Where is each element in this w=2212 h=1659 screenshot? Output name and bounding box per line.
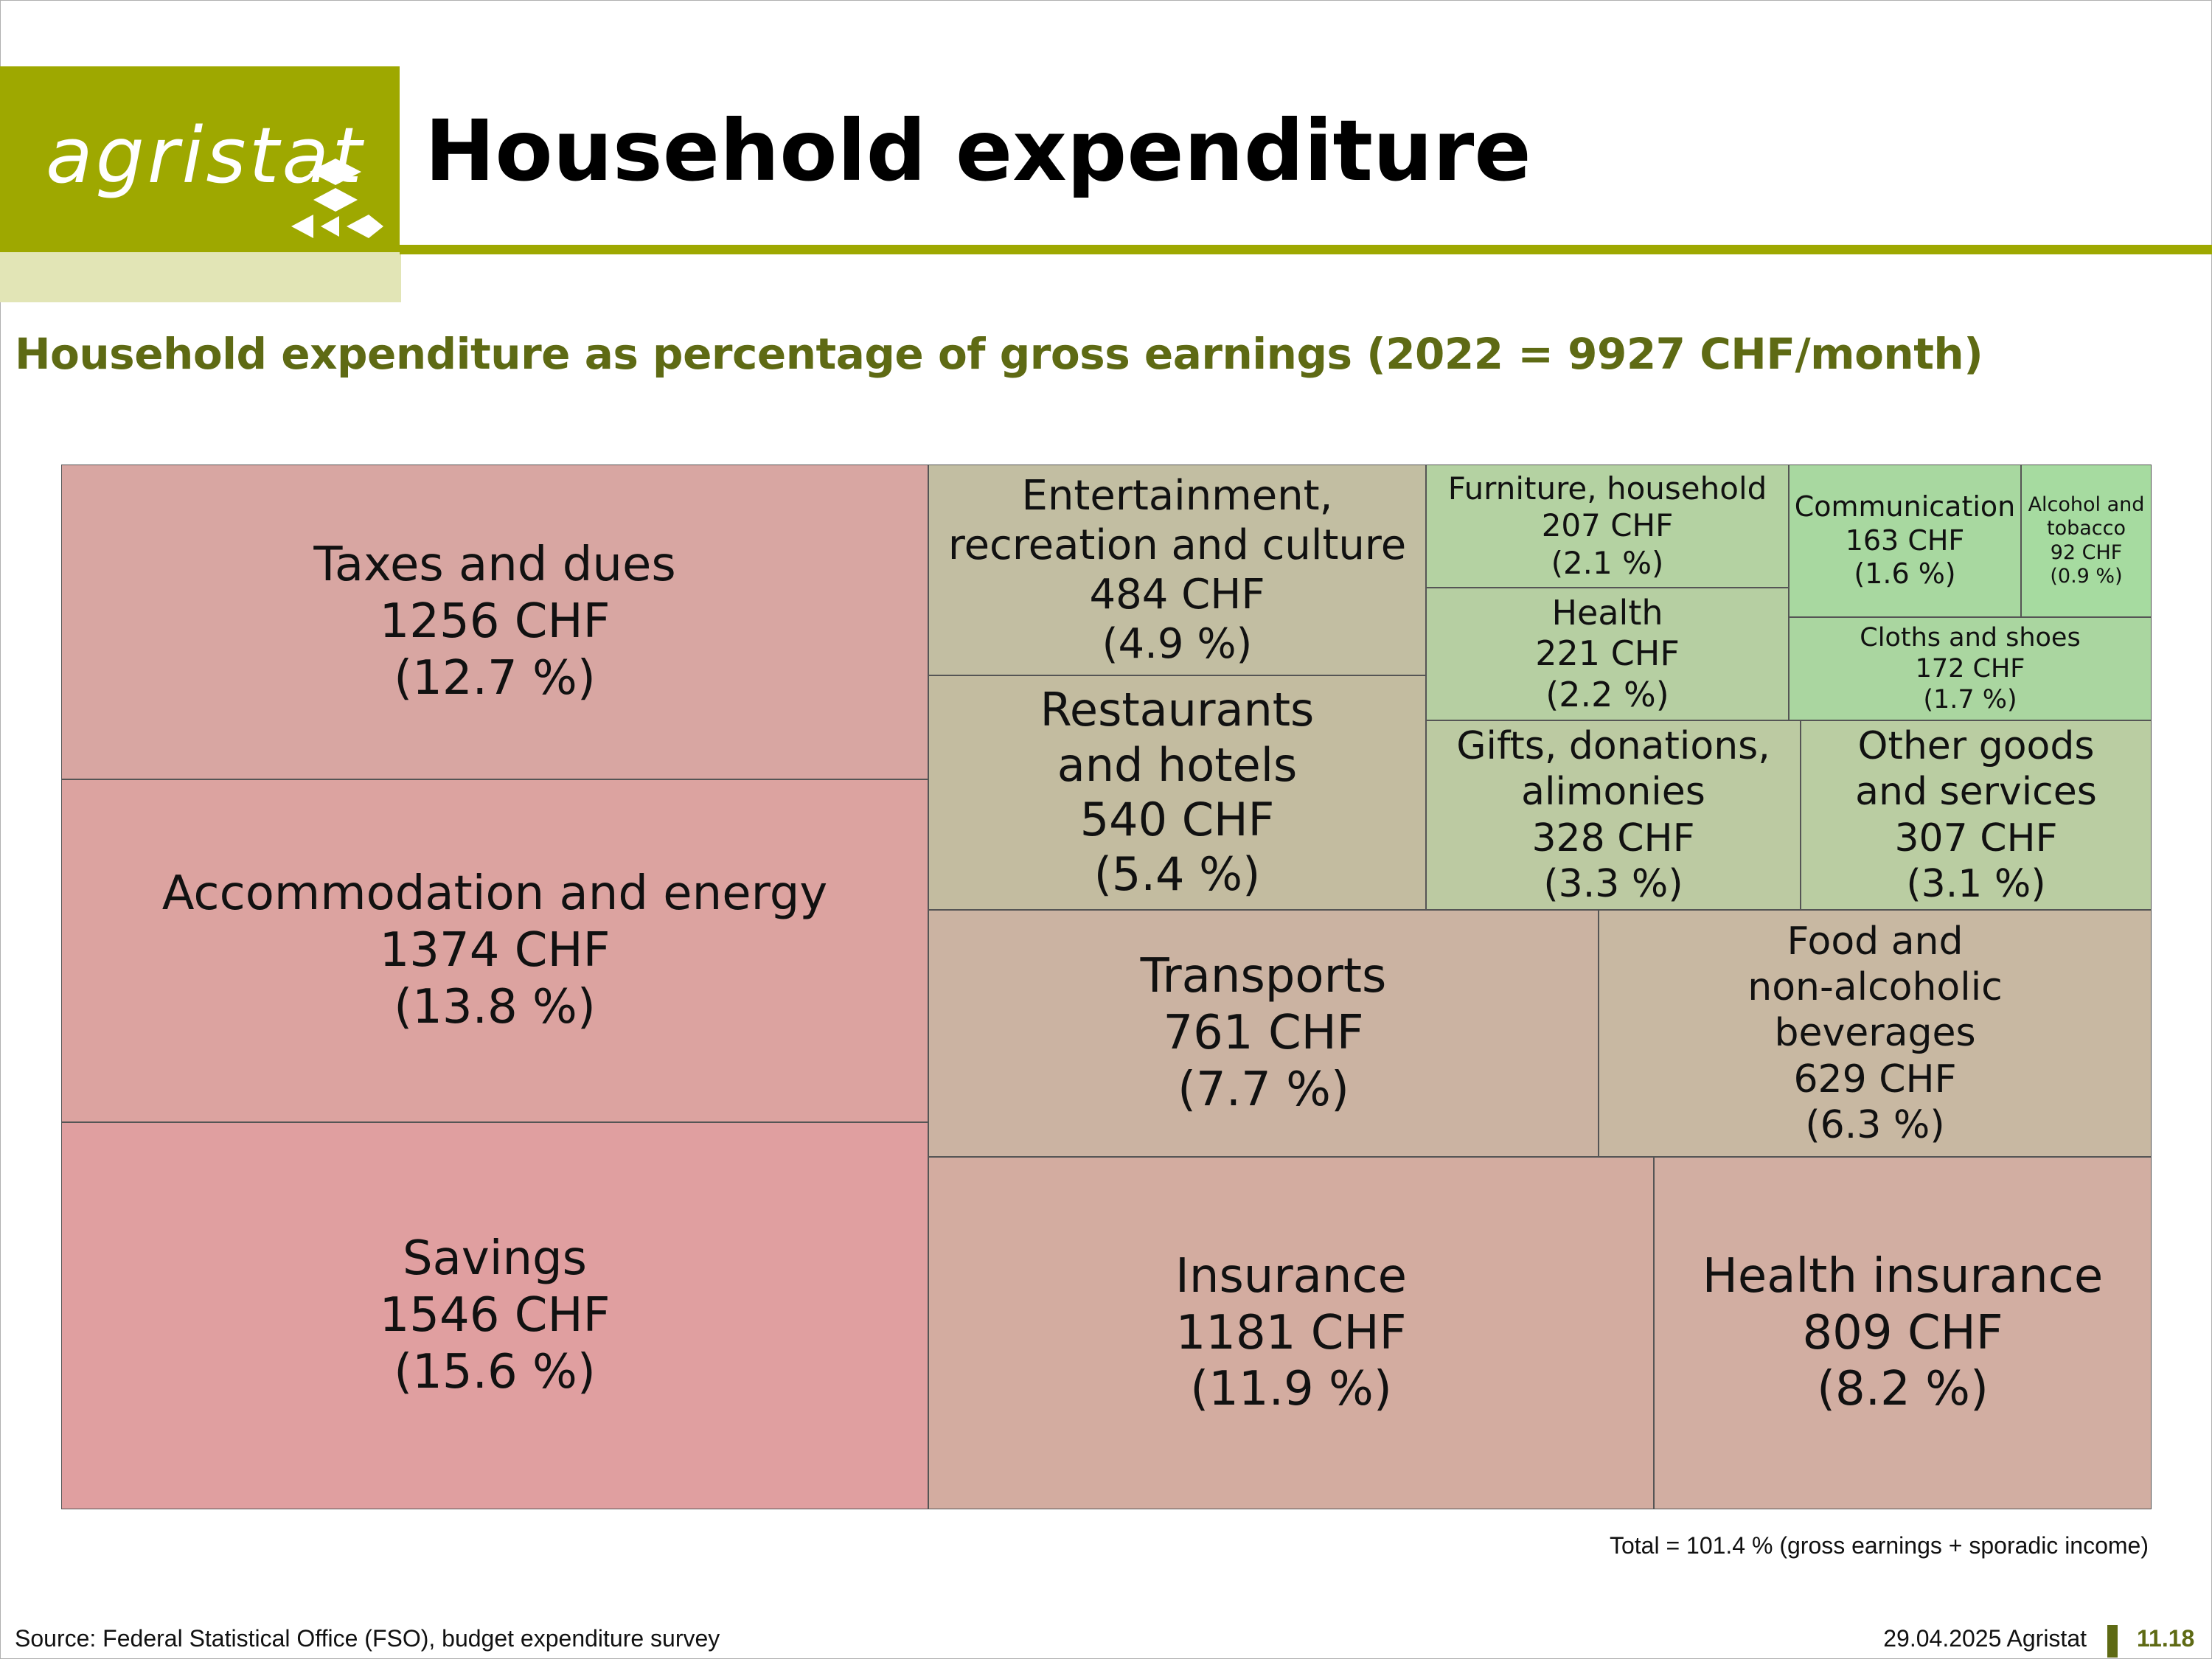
treemap-cell-label: Furniture, household	[1447, 470, 1767, 507]
treemap-cell-value: 328 CHF	[1531, 815, 1695, 860]
treemap-cell-value: 1181 CHF	[1175, 1305, 1407, 1360]
treemap-cell-label: Savings	[402, 1231, 588, 1287]
treemap-cell-share: (1.6 %)	[1854, 557, 1956, 591]
agristat-logo: agristat	[0, 66, 400, 252]
treemap-cell-label: Health	[1551, 593, 1663, 633]
treemap-cell-share: (7.7 %)	[1178, 1062, 1349, 1117]
treemap-cell-label: Other goods and services	[1855, 723, 2097, 815]
treemap-cell-share: (2.2 %)	[1545, 674, 1669, 714]
treemap-cell-value: 761 CHF	[1163, 1006, 1364, 1061]
treemap-cell-communication: Communication 163 CHF (1.6 %)	[1789, 465, 2021, 617]
chart-subtitle: Household expenditure as percentage of g…	[15, 329, 1983, 379]
treemap-cell-label: Insurance	[1175, 1248, 1407, 1304]
total-note: Total = 101.4 % (gross earnings + sporad…	[1609, 1532, 2149, 1559]
footer-date: 29.04.2025 Agristat	[1883, 1625, 2087, 1652]
treemap-cell-value: 809 CHF	[1802, 1305, 2003, 1360]
treemap-cell-food-and-non-alcoholic-beverages: Food and non-alcoholic beverages 629 CHF (6.…	[1599, 910, 2152, 1157]
treemap-cell-gifts-donations-alimonies: Gifts, donations, alimonies 328 CHF (3.3 %)	[1426, 720, 1801, 910]
treemap-cell-other-goods-and-services: Other goods and services 307 CHF (3.1 %)	[1801, 720, 2152, 910]
treemap-cell-entertainment-recreation-and-culture: Entertainment, recreation and culture 484 …	[928, 465, 1426, 675]
treemap-cell-alcohol-and-tobacco: Alcohol and tobacco 92 CHF (0.9 %)	[2021, 465, 2152, 617]
treemap-cell-share: (13.8 %)	[394, 979, 596, 1034]
treemap-cell-insurance: Insurance 1181 CHF (11.9 %)	[928, 1157, 1654, 1509]
logo-text: agristat	[46, 111, 365, 201]
treemap-cell-health: Health 221 CHF (2.2 %)	[1426, 588, 1789, 720]
treemap-cell-restaurants-and-hotels: Restaurants and hotels 540 CHF (5.4 %)	[928, 675, 1426, 910]
treemap-cell-savings: Savings 1546 CHF (15.6 %)	[61, 1122, 928, 1509]
treemap-cell-health-insurance: Health insurance 809 CHF (8.2 %)	[1654, 1157, 2152, 1509]
treemap-cell-value: 1256 CHF	[379, 594, 611, 650]
treemap-cell-furniture-household: Furniture, household 207 CHF (2.1 %)	[1426, 465, 1789, 588]
treemap-cell-label: Gifts, donations, alimonies	[1456, 723, 1770, 815]
treemap-cell-value: 307 CHF	[1894, 815, 2058, 860]
treemap-cell-cloths-and-shoes: Cloths and shoes 172 CHF (1.7 %)	[1789, 617, 2152, 720]
treemap-cell-label: Taxes and dues	[313, 538, 676, 593]
logo-shade	[0, 252, 401, 302]
treemap-cell-share: (11.9 %)	[1190, 1362, 1392, 1417]
page-title: Household expenditure	[425, 102, 1531, 200]
treemap-cell-share: (3.1 %)	[1906, 861, 2046, 906]
treemap-cell-share: (1.7 %)	[1923, 685, 2017, 714]
treemap-cell-share: (12.7 %)	[394, 650, 596, 706]
treemap-cell-value: 207 CHF	[1541, 507, 1674, 544]
treemap-cell-label: Communication	[1794, 490, 2016, 524]
treemap-cell-value: 629 CHF	[1793, 1057, 1957, 1102]
treemap-cell-share: (4.9 %)	[1102, 620, 1253, 669]
treemap-cell-value: 1374 CHF	[379, 923, 611, 978]
treemap-cell-label: Food and non-alcoholic beverages	[1747, 919, 2003, 1056]
treemap-cell-label: Alcohol and tobacco	[2028, 493, 2145, 540]
source-note: Source: Federal Statistical Office (FSO)…	[15, 1625, 720, 1652]
treemap-cell-value: 1546 CHF	[379, 1288, 611, 1343]
treemap-cell-label: Cloths and shoes	[1860, 623, 2081, 653]
treemap-cell-value: 172 CHF	[1915, 654, 2025, 684]
treemap-cell-taxes-and-dues: Taxes and dues 1256 CHF (12.7 %)	[61, 465, 928, 779]
treemap-cell-share: (8.2 %)	[1817, 1362, 1989, 1417]
treemap-cell-label: Restaurants and hotels	[1040, 683, 1315, 792]
treemap-cell-accommodation-and-energy: Accommodation and energy 1374 CHF (13.8 %)	[61, 779, 928, 1122]
treemap-cell-value: 221 CHF	[1535, 633, 1680, 674]
treemap-cell-label: Health insurance	[1702, 1248, 2104, 1304]
treemap-cell-value: 163 CHF	[1845, 524, 1965, 557]
header-rule	[400, 245, 2212, 254]
treemap-cell-share: (5.4 %)	[1093, 847, 1261, 902]
treemap-cell-value: 540 CHF	[1079, 793, 1275, 846]
treemap-cell-label: Accommodation and energy	[161, 866, 828, 922]
treemap-cell-share: (2.1 %)	[1551, 544, 1664, 581]
treemap-cell-share: (15.6 %)	[394, 1344, 596, 1399]
treemap-cell-share: (3.3 %)	[1543, 861, 1683, 906]
treemap-cell-label: Transports	[1140, 949, 1387, 1004]
treemap-cell-value: 92 CHF	[2050, 540, 2123, 564]
footer-bar	[2107, 1625, 2118, 1658]
treemap-cell-share: (0.9 %)	[2050, 564, 2123, 588]
treemap-cell-value: 484 CHF	[1089, 571, 1265, 619]
logo-diamonds-icon	[291, 159, 383, 238]
treemap-cell-transports: Transports 761 CHF (7.7 %)	[928, 910, 1599, 1157]
treemap-cell-label: Entertainment, recreation and culture	[947, 471, 1407, 569]
treemap-cell-share: (6.3 %)	[1805, 1103, 1945, 1148]
page-number: 11.18	[2137, 1625, 2195, 1652]
